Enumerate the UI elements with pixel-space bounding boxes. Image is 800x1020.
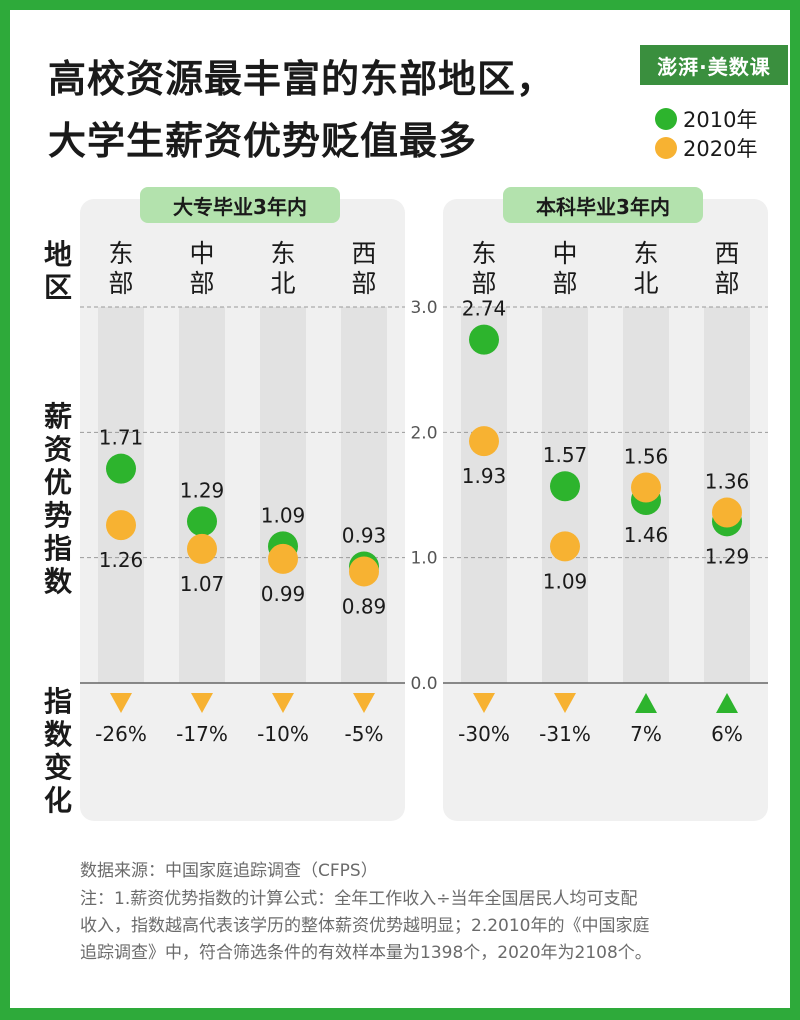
legend-swatch-2010: [655, 108, 677, 130]
point-2010-1-0: [469, 324, 499, 355]
legend-swatch-2020: [655, 137, 677, 159]
point-2020-0-2: [268, 543, 298, 574]
row-label-change: 指数变化: [43, 685, 72, 817]
point-2020-0-3: [349, 556, 379, 587]
column-stripe-1-0: [461, 307, 507, 683]
y-tick-label-0: 0.0: [410, 674, 437, 694]
data-label-2020-1-0: 1.93: [462, 464, 507, 488]
point-2020-0-0: [106, 510, 136, 541]
y-tick-label-3: 3.0: [410, 298, 437, 318]
data-label-2020-1-2: 1.56: [624, 444, 669, 468]
category-label-0-0-1: 部: [108, 269, 133, 298]
category-label-1-2-1: 北: [633, 269, 658, 298]
category-label-1-0-1: 部: [471, 269, 496, 298]
change-down-icon-0-1: [191, 693, 213, 713]
category-label-1-0-0: 东: [471, 239, 496, 268]
change-down-icon-0-0: [110, 693, 132, 713]
data-label-2010-1-2: 1.46: [624, 523, 669, 547]
change-up-icon-1-2: [635, 693, 657, 713]
footer-note-1: 注：1.薪资优势指数的计算公式：全年工作收入÷当年全国居民人均可支配: [80, 889, 638, 909]
category-label-1-3-0: 西: [714, 239, 739, 268]
panel-title-bachelor: 本科毕业3年内: [503, 187, 703, 223]
category-label-0-3-1: 部: [351, 269, 376, 298]
column-stripe-0-1: [179, 307, 225, 683]
legend-label-2020: 2020年: [683, 137, 758, 161]
data-label-2010-1-1: 1.57: [543, 443, 588, 467]
column-stripe-0-0: [98, 307, 144, 683]
change-label-1-2: 7%: [630, 722, 662, 746]
change-down-icon-1-1: [554, 693, 576, 713]
data-label-2010-1-3: 1.29: [705, 544, 750, 568]
brand-logo: 澎湃·美数课: [640, 45, 788, 85]
point-2020-1-1: [550, 531, 580, 562]
y-tick-label-1: 1.0: [410, 549, 437, 569]
column-stripe-1-3: [704, 307, 750, 683]
legend-label-2010: 2010年: [683, 108, 758, 132]
category-label-0-0-0: 东: [108, 239, 133, 268]
point-2010-1-1: [550, 471, 580, 502]
data-label-2020-0-2: 0.99: [261, 582, 306, 606]
change-down-icon-1-0: [473, 693, 495, 713]
category-label-1-1-1: 部: [552, 269, 577, 298]
change-down-icon-0-3: [353, 693, 375, 713]
row-label-index: 薪资优势指数: [43, 400, 72, 598]
column-stripe-0-3: [341, 307, 387, 683]
category-label-1-1-0: 中: [552, 239, 577, 268]
point-2010-0-0: [106, 453, 136, 484]
category-label-0-2-1: 北: [270, 269, 295, 298]
data-label-2020-0-0: 1.26: [99, 548, 144, 572]
data-label-2020-1-1: 1.09: [543, 569, 588, 593]
data-label-2010-1-0: 2.74: [462, 297, 507, 321]
change-label-1-1: -31%: [539, 722, 591, 746]
change-label-0-3: -5%: [345, 722, 384, 746]
change-label-0-2: -10%: [257, 722, 309, 746]
data-label-2010-0-0: 1.71: [99, 426, 144, 450]
title-line-1: 高校资源最丰富的东部地区，: [48, 57, 556, 101]
legend-item-2010: 2010年: [655, 104, 757, 134]
point-2020-0-1: [187, 533, 217, 564]
change-label-0-0: -26%: [95, 722, 147, 746]
change-label-0-1: -17%: [176, 722, 228, 746]
point-2020-1-2: [631, 472, 661, 503]
category-label-0-3-0: 西: [351, 239, 376, 268]
change-label-1-3: 6%: [711, 722, 743, 746]
legend-item-2020: 2020年: [655, 133, 757, 163]
category-label-1-2-0: 东: [633, 239, 658, 268]
footer-note-3: 追踪调查》中，符合筛选条件的有效样本量为1398个，2020年为2108个。: [80, 943, 652, 963]
category-label-1-3-1: 部: [714, 269, 739, 298]
data-label-2020-0-1: 1.07: [180, 572, 225, 596]
footer-source: 数据来源：中国家庭追踪调查（CFPS）: [80, 861, 378, 881]
category-label-0-2-0: 东: [270, 239, 295, 268]
point-2010-0-1: [187, 506, 217, 537]
footer-note-2: 收入，指数越高代表该学历的整体薪资优势越明显；2.2010年的《中国家庭: [80, 916, 650, 936]
change-down-icon-0-2: [272, 693, 294, 713]
y-tick-label-2: 2.0: [410, 423, 437, 443]
column-stripe-0-2: [260, 307, 306, 683]
change-label-1-0: -30%: [458, 722, 510, 746]
panel-title-junior-college: 大专毕业3年内: [140, 187, 340, 223]
data-label-2010-0-2: 1.09: [261, 503, 306, 527]
title-line-2: 大学生薪资优势贬值最多: [48, 119, 478, 163]
change-up-icon-1-3: [716, 693, 738, 713]
category-label-0-1-0: 中: [189, 239, 214, 268]
category-label-0-1-1: 部: [189, 269, 214, 298]
data-label-2010-0-1: 1.29: [180, 478, 225, 502]
data-label-2020-0-3: 0.89: [342, 594, 387, 618]
row-label-region: 地区: [43, 238, 72, 304]
point-2020-1-0: [469, 426, 499, 457]
data-label-2010-0-3: 0.93: [342, 523, 387, 547]
data-label-2020-1-3: 1.36: [705, 470, 750, 494]
point-2020-1-3: [712, 497, 742, 528]
